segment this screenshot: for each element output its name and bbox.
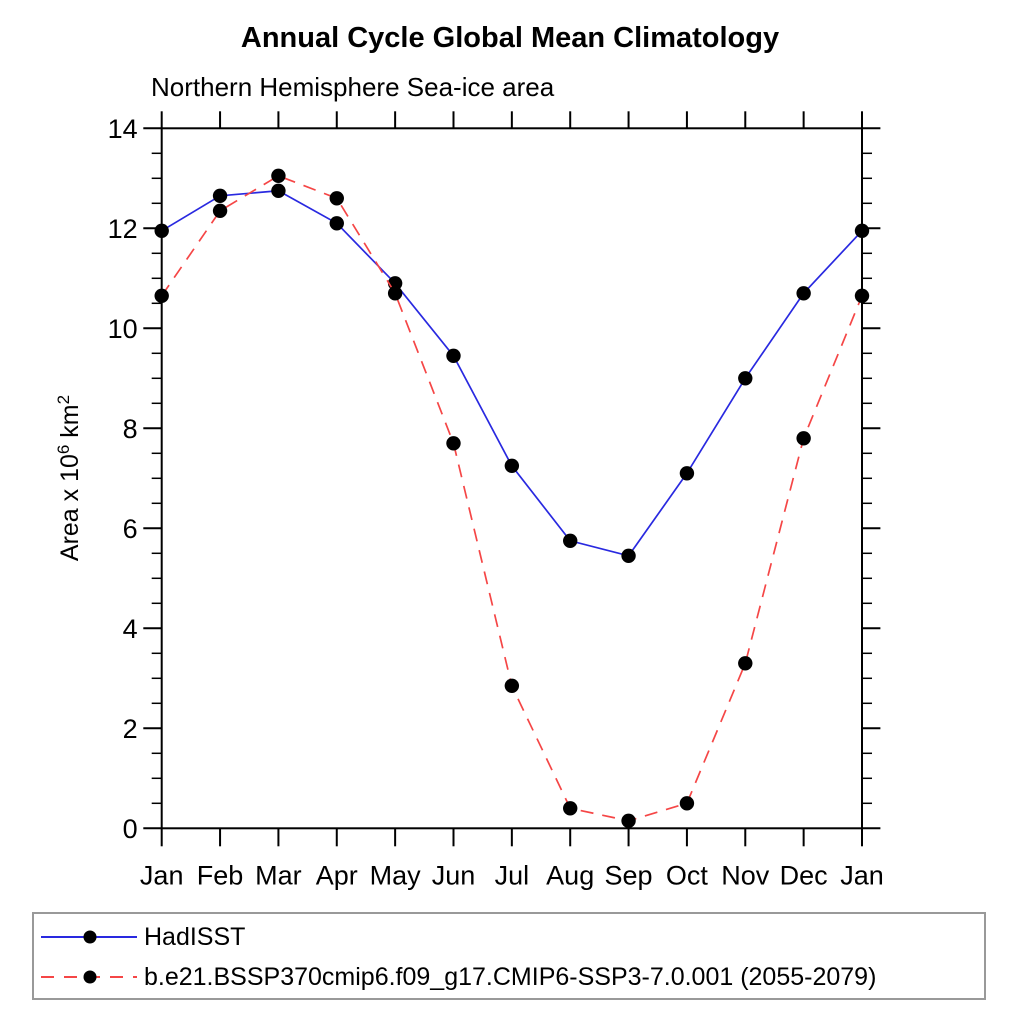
data-point xyxy=(212,203,228,218)
hadisst-line-sample xyxy=(41,930,137,944)
data-point xyxy=(679,466,695,481)
x-tick-label: Oct xyxy=(666,860,709,890)
data-point xyxy=(212,188,228,203)
y-tick-label: 14 xyxy=(108,114,138,144)
data-point xyxy=(387,286,403,301)
x-tick-label: Nov xyxy=(721,860,770,890)
data-point xyxy=(738,371,753,386)
y-tick-label: 10 xyxy=(108,314,138,344)
model-line-sample xyxy=(41,970,137,984)
legend-item-hadisst: HadISST xyxy=(34,917,245,957)
legend-label-hadisst: HadISST xyxy=(144,922,246,951)
data-point xyxy=(854,288,870,303)
plot-frame xyxy=(160,127,863,830)
data-point xyxy=(679,796,695,811)
legend-label-model: b.e21.BSSP370cmip6.f09_g17.CMIP6-SSP3-7.… xyxy=(144,962,877,991)
data-point xyxy=(563,801,578,816)
data-point xyxy=(271,168,286,183)
data-point xyxy=(154,223,169,238)
x-tick-label: Jul xyxy=(495,860,530,890)
data-point xyxy=(154,288,169,303)
y-axis-label: Area x 106​ km2​ xyxy=(54,395,84,561)
data-point xyxy=(446,436,461,451)
data-point xyxy=(271,183,286,198)
data-point xyxy=(621,813,636,828)
x-tick-label: Dec xyxy=(780,860,828,890)
x-tick-label: Feb xyxy=(197,860,244,890)
data-point xyxy=(504,458,520,473)
data-point xyxy=(738,656,753,671)
data-point xyxy=(563,533,578,548)
data-point xyxy=(446,348,461,363)
legend: HadISST b.e21.BSSP370cmip6.f09_g17.CMIP6… xyxy=(32,912,986,1000)
y-tick-label: 6 xyxy=(123,514,138,544)
series-line-1 xyxy=(160,174,863,822)
data-point xyxy=(796,286,811,301)
series-line-0 xyxy=(161,189,863,557)
x-tick-label: May xyxy=(370,860,422,890)
x-tick-label: Jan xyxy=(140,860,184,890)
data-point xyxy=(504,678,520,693)
chart-title: Annual Cycle Global Mean Climatology xyxy=(240,22,780,54)
y-tick-label: 12 xyxy=(108,214,138,244)
x-axis: Jan Feb Mar Apr May Jun Jul Aug Sep Oct Nov Dec Jan xyxy=(140,111,884,890)
chart-subtitle: Northern Hemisphere Sea-ice area xyxy=(151,72,555,102)
y-tick-label: 2 xyxy=(123,714,138,744)
x-tick-label: Mar xyxy=(255,860,302,890)
data-point xyxy=(796,431,811,446)
data-point xyxy=(854,223,870,238)
data-point xyxy=(329,216,344,231)
y-axis: 0 2 4 6 8 10 12 14 xyxy=(108,114,881,844)
legend-item-model: b.e21.BSSP370cmip6.f09_g17.CMIP6-SSP3-7.… xyxy=(34,957,876,997)
y-tick-label: 0 xyxy=(123,814,138,844)
data-point xyxy=(621,548,636,563)
series-markers-0 xyxy=(154,183,870,563)
data-point xyxy=(329,191,344,206)
y-tick-label: 4 xyxy=(123,614,138,644)
x-tick-label: Sep xyxy=(605,860,653,890)
x-tick-label: Aug xyxy=(546,860,594,890)
series-markers-1 xyxy=(154,168,870,828)
x-tick-label: Apr xyxy=(316,860,358,890)
y-axis-title: Area x 106​ km2​ xyxy=(54,395,84,561)
x-tick-label: Jun xyxy=(432,860,476,890)
y-tick-label: 8 xyxy=(123,414,138,444)
x-tick-label: Jan xyxy=(840,860,884,890)
